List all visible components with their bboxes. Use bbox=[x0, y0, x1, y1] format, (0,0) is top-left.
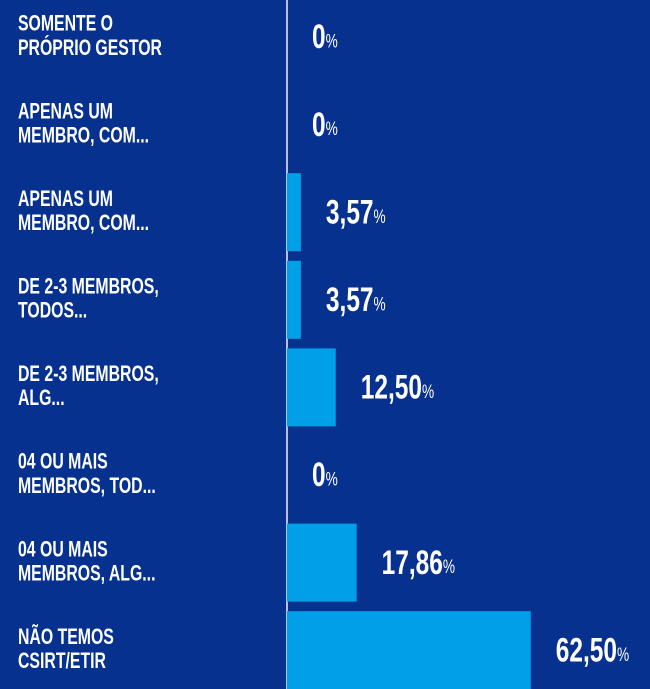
category-label: DE 2-3 MEMBROS, ALG... bbox=[18, 363, 163, 411]
value-label: 12,50% bbox=[361, 369, 435, 407]
category-label: 04 OU MAIS MEMBROS, ALG... bbox=[18, 538, 155, 586]
category-label: NÃO TEMOS CSIRT/ETIR bbox=[18, 624, 118, 673]
bar bbox=[287, 523, 357, 602]
bar bbox=[287, 348, 336, 427]
bar bbox=[287, 611, 531, 689]
category-label: 04 OU MAIS MEMBROS, TOD... bbox=[18, 450, 156, 498]
value-label: 17,86% bbox=[382, 544, 456, 582]
value-label: 3,57% bbox=[326, 193, 386, 231]
category-label: SOMENTE O PRÓPRIO GESTOR bbox=[18, 12, 162, 60]
value-label: 0% bbox=[312, 106, 338, 144]
value-label: 62,50% bbox=[556, 631, 630, 669]
category-label: DE 2-3 MEMBROS, TODOS... bbox=[18, 275, 163, 323]
value-label: 0% bbox=[312, 456, 338, 494]
bar bbox=[287, 260, 301, 339]
category-label: APENAS UM MEMBRO, COM... bbox=[18, 188, 149, 236]
category-label: APENAS UM MEMBRO, COM... bbox=[18, 100, 149, 148]
value-label: 0% bbox=[312, 18, 338, 56]
value-label: 3,57% bbox=[326, 281, 386, 319]
bar bbox=[287, 173, 301, 252]
